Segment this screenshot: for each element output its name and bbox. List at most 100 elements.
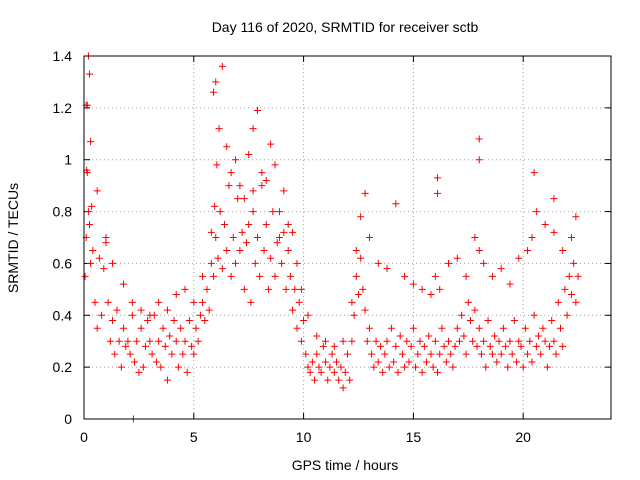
data-point <box>333 358 341 366</box>
data-point <box>199 298 207 306</box>
data-point <box>453 254 461 262</box>
data-point <box>484 316 492 324</box>
data-point <box>148 350 156 358</box>
data-point <box>271 272 279 280</box>
data-point <box>339 337 347 345</box>
data-point <box>469 337 477 345</box>
data-point <box>392 342 400 350</box>
data-point <box>163 306 171 314</box>
data-point <box>313 332 321 340</box>
data-point <box>330 342 338 350</box>
data-point <box>256 272 264 280</box>
y-tick-label: 0 <box>64 411 72 427</box>
x-tick-label: 20 <box>515 429 531 445</box>
data-point <box>240 285 248 293</box>
data-point <box>253 106 261 114</box>
data-point <box>418 285 426 293</box>
data-point <box>227 169 235 177</box>
data-point <box>111 350 119 358</box>
data-point <box>379 368 387 376</box>
data-point <box>475 324 483 332</box>
data-point <box>491 332 499 340</box>
data-point <box>548 316 556 324</box>
data-point <box>190 298 198 306</box>
data-point <box>275 234 283 241</box>
data-point <box>322 337 330 345</box>
data-point <box>232 156 240 164</box>
data-point <box>81 272 89 280</box>
data-point <box>234 195 242 203</box>
data-point <box>271 161 279 169</box>
data-point <box>211 202 219 210</box>
data-point <box>152 358 160 366</box>
data-point <box>267 140 275 148</box>
data-point <box>550 337 558 345</box>
data-point <box>354 291 362 299</box>
data-point <box>385 363 393 371</box>
data-point <box>188 342 196 350</box>
data-point <box>170 316 178 324</box>
data-point <box>473 342 481 350</box>
data-point <box>245 221 253 229</box>
data-point <box>524 350 532 358</box>
data-point <box>513 358 521 366</box>
data-point <box>214 254 222 262</box>
data-point <box>213 161 221 169</box>
data-point <box>460 332 468 340</box>
data-point <box>409 280 417 288</box>
data-point <box>466 316 474 324</box>
data-point <box>339 384 347 392</box>
data-point <box>565 272 573 280</box>
data-point <box>383 265 391 273</box>
data-point <box>482 363 490 371</box>
data-point <box>365 234 373 241</box>
data-point <box>528 358 536 366</box>
data-point <box>506 337 514 345</box>
data-point <box>232 259 240 267</box>
data-point <box>504 363 512 371</box>
data-point <box>401 363 409 371</box>
y-tick-label: 0.2 <box>53 359 73 375</box>
data-point <box>390 358 398 366</box>
data-point <box>293 259 301 267</box>
data-point <box>567 291 575 299</box>
data-point <box>185 316 193 324</box>
data-point <box>427 350 435 358</box>
data-point <box>475 246 483 254</box>
data-point <box>559 246 567 254</box>
data-point <box>387 324 395 332</box>
axis-ticks: 0 0.2 0.4 0.6 0.8 1 1.2 1.4 0 5 10 15 20 <box>53 48 611 445</box>
data-point <box>556 324 564 332</box>
data-point <box>436 285 444 293</box>
data-point <box>157 363 165 371</box>
data-point <box>221 221 229 229</box>
data-point <box>322 358 330 366</box>
data-point <box>300 316 308 324</box>
data-point <box>541 221 549 229</box>
data-point <box>403 337 411 345</box>
data-point <box>324 376 332 384</box>
data-point <box>280 228 288 236</box>
data-point <box>155 298 163 306</box>
data-point <box>532 208 540 216</box>
data-point <box>451 342 459 350</box>
data-point <box>172 337 180 345</box>
data-point <box>100 265 108 273</box>
data-point <box>207 259 215 267</box>
data-point <box>368 350 376 358</box>
data-point <box>258 182 266 190</box>
data-point <box>563 311 571 319</box>
data-point <box>215 125 223 133</box>
data-point <box>109 259 117 267</box>
data-point <box>89 246 97 254</box>
data-point <box>313 350 321 358</box>
y-axis-label: SRMTID / TECUs <box>5 183 21 293</box>
data-point <box>471 306 479 314</box>
data-point <box>229 234 237 241</box>
data-point <box>530 311 538 319</box>
x-axis-label: GPS time / hours <box>292 457 399 473</box>
data-point <box>210 272 218 280</box>
data-point <box>91 298 99 306</box>
data-point <box>471 234 479 241</box>
data-point <box>280 187 288 195</box>
